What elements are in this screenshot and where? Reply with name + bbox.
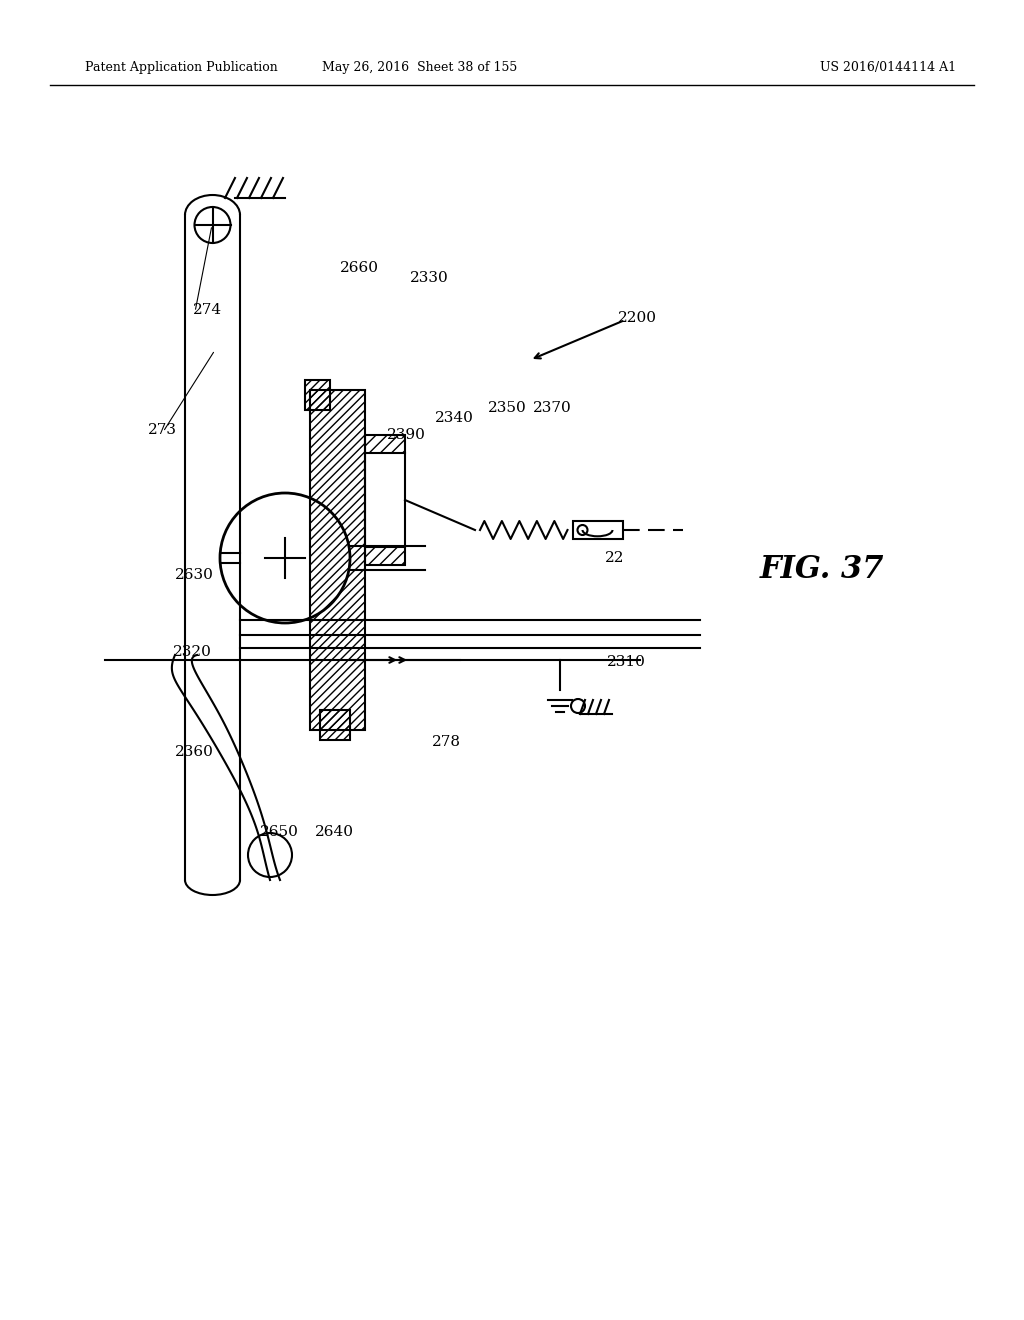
Bar: [365, 546, 406, 565]
Text: 22: 22: [605, 550, 625, 565]
Text: 2330: 2330: [410, 271, 449, 285]
Text: 2390: 2390: [387, 428, 426, 442]
Text: 2630: 2630: [175, 568, 214, 582]
Bar: [310, 389, 365, 730]
Text: 274: 274: [193, 304, 222, 317]
Text: 2340: 2340: [435, 411, 474, 425]
Text: 2200: 2200: [618, 312, 657, 325]
Text: May 26, 2016  Sheet 38 of 155: May 26, 2016 Sheet 38 of 155: [323, 62, 517, 74]
Text: 2360: 2360: [175, 744, 214, 759]
Bar: [572, 521, 623, 539]
Text: 2660: 2660: [340, 261, 379, 275]
Text: 273: 273: [148, 422, 177, 437]
Text: 278: 278: [432, 735, 461, 748]
Bar: [319, 710, 350, 741]
Bar: [305, 380, 330, 411]
Text: 2320: 2320: [173, 645, 212, 659]
Text: Patent Application Publication: Patent Application Publication: [85, 62, 278, 74]
Text: 2350: 2350: [488, 401, 526, 414]
Text: 2310: 2310: [607, 655, 646, 669]
Text: US 2016/0144114 A1: US 2016/0144114 A1: [820, 62, 956, 74]
Text: 2370: 2370: [534, 401, 571, 414]
Circle shape: [220, 492, 350, 623]
Text: 2640: 2640: [315, 825, 354, 840]
Text: 2650: 2650: [260, 825, 299, 840]
Text: FIG. 37: FIG. 37: [760, 554, 885, 586]
Bar: [365, 436, 406, 453]
